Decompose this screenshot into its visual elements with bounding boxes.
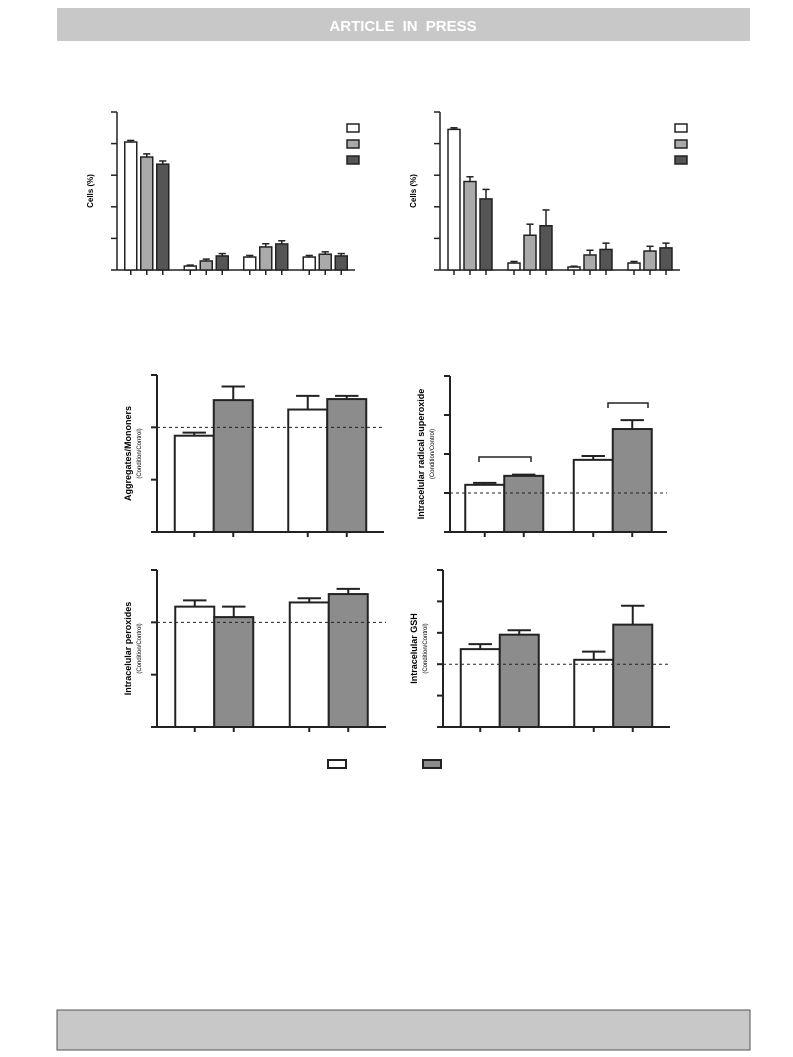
bar xyxy=(140,156,154,271)
bar xyxy=(288,601,330,728)
bar xyxy=(327,593,369,728)
bar xyxy=(643,250,657,271)
bar xyxy=(156,163,170,271)
header-bar xyxy=(57,8,750,41)
y-axis-sublabel: (Condition/Control) xyxy=(137,623,143,673)
bracket xyxy=(478,456,532,462)
bar xyxy=(479,198,493,271)
bar xyxy=(326,398,368,533)
bar xyxy=(498,633,540,729)
bar xyxy=(183,265,197,271)
bar xyxy=(612,623,654,728)
y-axis-label: Intracelular radical superoxide xyxy=(416,389,426,520)
legend-swatch xyxy=(327,759,347,769)
bar xyxy=(124,141,138,271)
bar xyxy=(599,248,613,271)
bar xyxy=(447,128,461,271)
header-title: ARTICLE IN PRESS xyxy=(329,18,476,35)
bar xyxy=(334,255,348,271)
y-axis-label: Aggregates/Mononers xyxy=(123,406,133,501)
y-axis-label: Intracelular GSH xyxy=(409,613,419,684)
y-axis-label: Cells (%) xyxy=(86,174,95,208)
bar xyxy=(259,246,273,271)
legend-swatch xyxy=(422,759,442,769)
bar xyxy=(659,247,673,271)
bar xyxy=(611,428,653,534)
legend-swatch xyxy=(346,139,360,149)
bracket xyxy=(607,402,649,408)
footer-bar xyxy=(56,1009,751,1051)
bar xyxy=(302,256,316,271)
legend-swatch xyxy=(674,139,688,149)
legend-swatch xyxy=(674,123,688,133)
bar xyxy=(287,408,329,534)
legend-swatch xyxy=(674,155,688,165)
bar xyxy=(464,483,506,533)
bar xyxy=(215,255,229,271)
bar xyxy=(459,648,501,728)
bar xyxy=(318,253,332,271)
y-axis-sublabel: (Condition/Control) xyxy=(430,429,436,479)
bar xyxy=(243,256,257,271)
bar xyxy=(567,266,581,271)
bar xyxy=(212,399,254,533)
bar xyxy=(173,434,215,533)
bar xyxy=(463,180,477,271)
bar xyxy=(275,243,289,271)
bar xyxy=(539,225,553,271)
bar xyxy=(213,616,255,728)
bar xyxy=(199,260,213,271)
y-axis-sublabel: (Condition/Control) xyxy=(137,428,143,478)
y-axis-sublabel: (Condition/Control) xyxy=(423,623,429,673)
bar xyxy=(507,262,521,271)
bar xyxy=(523,234,537,271)
bar xyxy=(573,658,615,729)
bar xyxy=(503,474,545,533)
bar xyxy=(572,458,614,534)
y-axis-label: Intracelular peroxides xyxy=(123,602,133,696)
significance-brackets xyxy=(478,402,649,462)
bar xyxy=(627,262,641,271)
y-axis-label: Cells (%) xyxy=(409,174,418,208)
bar xyxy=(174,605,216,729)
legend-swatch xyxy=(346,123,360,133)
legend-swatch xyxy=(346,155,360,165)
bar xyxy=(583,254,597,271)
